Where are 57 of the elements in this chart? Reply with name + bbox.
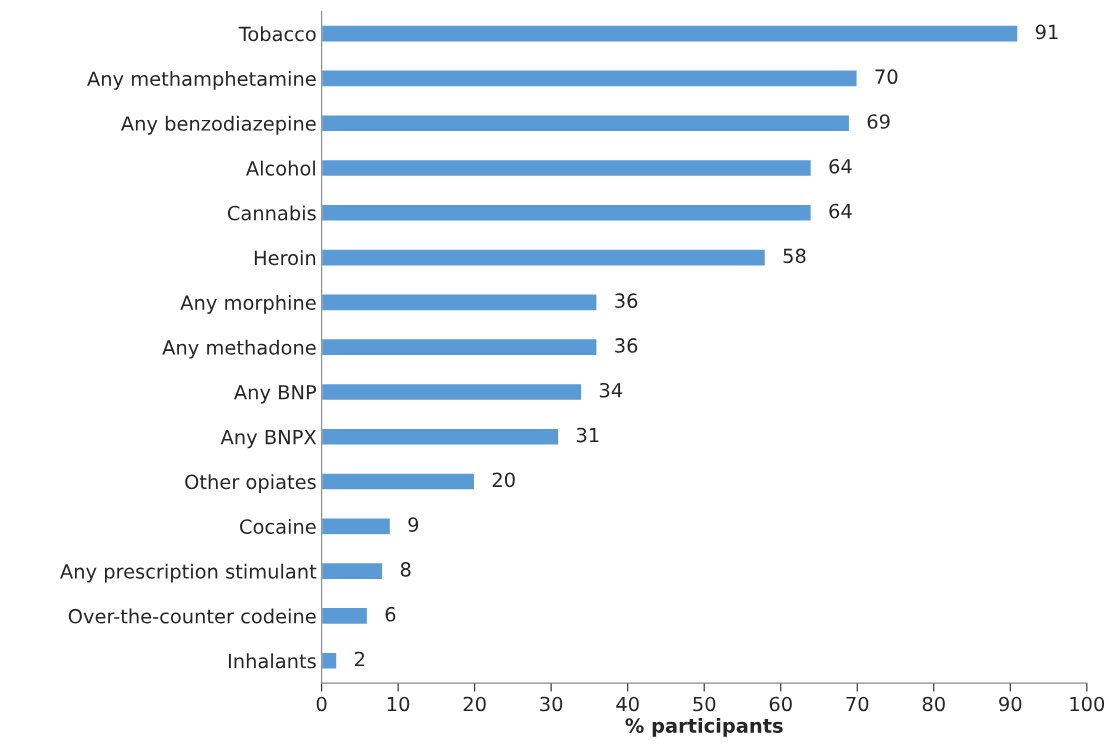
bar (321, 69, 858, 88)
bar (321, 24, 1019, 43)
bar (321, 203, 813, 222)
bar (321, 651, 338, 670)
y-tick-label: Cocaine (240, 518, 316, 534)
x-tick-label: 100 (1070, 696, 1105, 712)
y-tick-label: Any benzodiazepine (120, 115, 316, 135)
y-tick-label: Any BNP (233, 385, 317, 404)
x-tick-label: 70 (846, 696, 869, 712)
bar (321, 561, 384, 581)
x-axis-title: % participants (625, 717, 783, 737)
data-label: 34 (599, 382, 623, 398)
data-label: 31 (576, 427, 599, 443)
bar (321, 293, 598, 312)
y-tick-label: Alcohol (245, 160, 315, 176)
y-tick-label: Inhalants (228, 653, 316, 669)
data-label: 64 (829, 158, 852, 174)
y-tick-label: Tobacco (238, 26, 316, 42)
bar (321, 382, 583, 402)
bar (321, 158, 813, 178)
data-label: 8 (400, 562, 411, 577)
x-tick-label: 10 (387, 696, 410, 712)
data-label: 91 (1035, 24, 1058, 40)
y-tick-label: Other opiates (185, 474, 316, 493)
x-tick-label: 50 (693, 696, 716, 712)
data-label: 70 (875, 69, 898, 85)
x-tick-label: 90 (999, 696, 1022, 712)
y-tick-label: Any morphine (180, 294, 316, 314)
data-label: 64 (829, 203, 852, 219)
bar (321, 248, 767, 267)
y-tick-label: Any BNPX (220, 429, 317, 449)
y-tick-label: Any prescription stimulant (60, 563, 317, 583)
bar (321, 606, 369, 626)
y-tick-label: Heroin (254, 250, 316, 266)
bar (321, 114, 851, 133)
data-label: 9 (408, 517, 419, 532)
y-tick-label: Cannabis (227, 205, 316, 221)
bar (321, 427, 560, 446)
data-label: 36 (615, 338, 638, 353)
y-tick-label: Over-the-counter codeine (68, 608, 316, 624)
y-tick-label: Any methadone (162, 339, 316, 359)
bar (321, 472, 476, 491)
bar (321, 337, 598, 357)
x-tick-label: 0 (316, 696, 327, 712)
data-label: 20 (492, 472, 515, 488)
data-label: 69 (867, 114, 890, 129)
data-label: 58 (783, 248, 806, 264)
x-tick-label: 60 (769, 696, 792, 712)
y-tick-label: Any methamphetamine (87, 71, 316, 90)
data-label: 2 (355, 651, 364, 667)
data-label: 6 (385, 606, 396, 622)
x-tick-label: 20 (463, 696, 486, 712)
x-tick-label: 80 (922, 696, 945, 712)
x-tick-label: 40 (616, 696, 639, 712)
x-tick-label: 30 (540, 696, 563, 712)
data-label: 36 (615, 293, 638, 309)
bar (321, 517, 392, 536)
